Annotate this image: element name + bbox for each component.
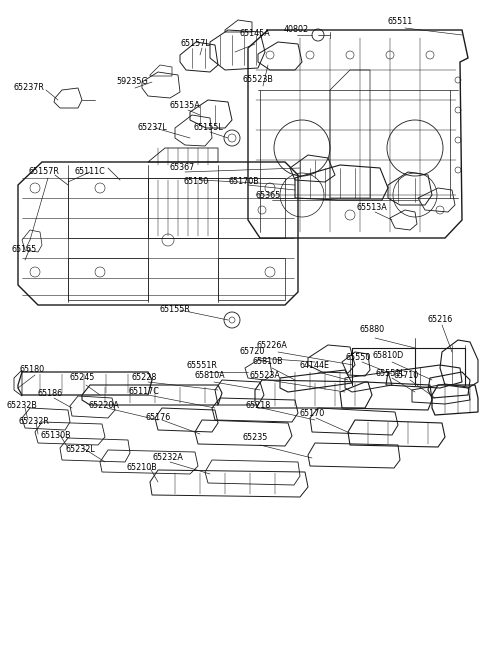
Text: 65720: 65720 (240, 348, 264, 356)
Text: 65150: 65150 (183, 178, 209, 187)
Text: 64144E: 64144E (300, 362, 330, 371)
Text: 65551R: 65551R (187, 362, 217, 371)
Text: 65228: 65228 (132, 373, 156, 383)
Text: 65810D: 65810D (372, 352, 404, 360)
Text: 65170: 65170 (300, 409, 324, 419)
Text: 65810A: 65810A (195, 371, 225, 381)
Text: 65111C: 65111C (74, 168, 106, 176)
Text: 65145A: 65145A (240, 29, 270, 39)
Text: 65218: 65218 (245, 402, 271, 411)
Text: 65220A: 65220A (89, 402, 120, 411)
Text: 65365: 65365 (255, 191, 281, 200)
Text: 65550: 65550 (345, 354, 371, 362)
Text: 65210B: 65210B (127, 464, 157, 472)
Text: 40802: 40802 (283, 26, 309, 35)
Text: 65232A: 65232A (153, 453, 183, 462)
Text: 65226A: 65226A (257, 341, 288, 350)
Text: 65513A: 65513A (357, 204, 387, 212)
Text: 65157L: 65157L (180, 39, 210, 48)
Text: 65165: 65165 (12, 246, 36, 255)
Text: 65232L: 65232L (65, 445, 95, 455)
Text: 65130B: 65130B (41, 432, 72, 441)
Text: 65135A: 65135A (169, 100, 200, 109)
Text: 65237R: 65237R (13, 83, 44, 92)
Text: 65176: 65176 (145, 413, 170, 422)
Text: 65523B: 65523B (242, 75, 274, 84)
Text: 65117C: 65117C (129, 388, 159, 396)
Text: 65523A: 65523A (250, 371, 280, 379)
Text: 65367: 65367 (169, 164, 194, 172)
Text: 65186: 65186 (37, 390, 62, 398)
Text: 65180: 65180 (19, 365, 45, 375)
Text: 65245: 65245 (69, 373, 95, 383)
Text: 65880: 65880 (360, 326, 384, 335)
Text: 59235G: 59235G (116, 77, 148, 86)
Text: 65235: 65235 (242, 434, 268, 443)
Text: 65232R: 65232R (19, 417, 49, 426)
Text: 65170B: 65170B (228, 178, 259, 187)
Text: 65155R: 65155R (159, 305, 191, 314)
Text: 65710: 65710 (394, 371, 419, 381)
Text: 65511: 65511 (387, 18, 413, 26)
Text: 65232B: 65232B (7, 402, 37, 411)
Text: 65157R: 65157R (29, 168, 60, 176)
Text: 65216: 65216 (427, 316, 453, 324)
Text: 65155L: 65155L (193, 124, 223, 132)
Text: 65810B: 65810B (252, 358, 283, 367)
Text: 65237L: 65237L (137, 124, 167, 132)
Text: 65551L: 65551L (375, 369, 405, 379)
